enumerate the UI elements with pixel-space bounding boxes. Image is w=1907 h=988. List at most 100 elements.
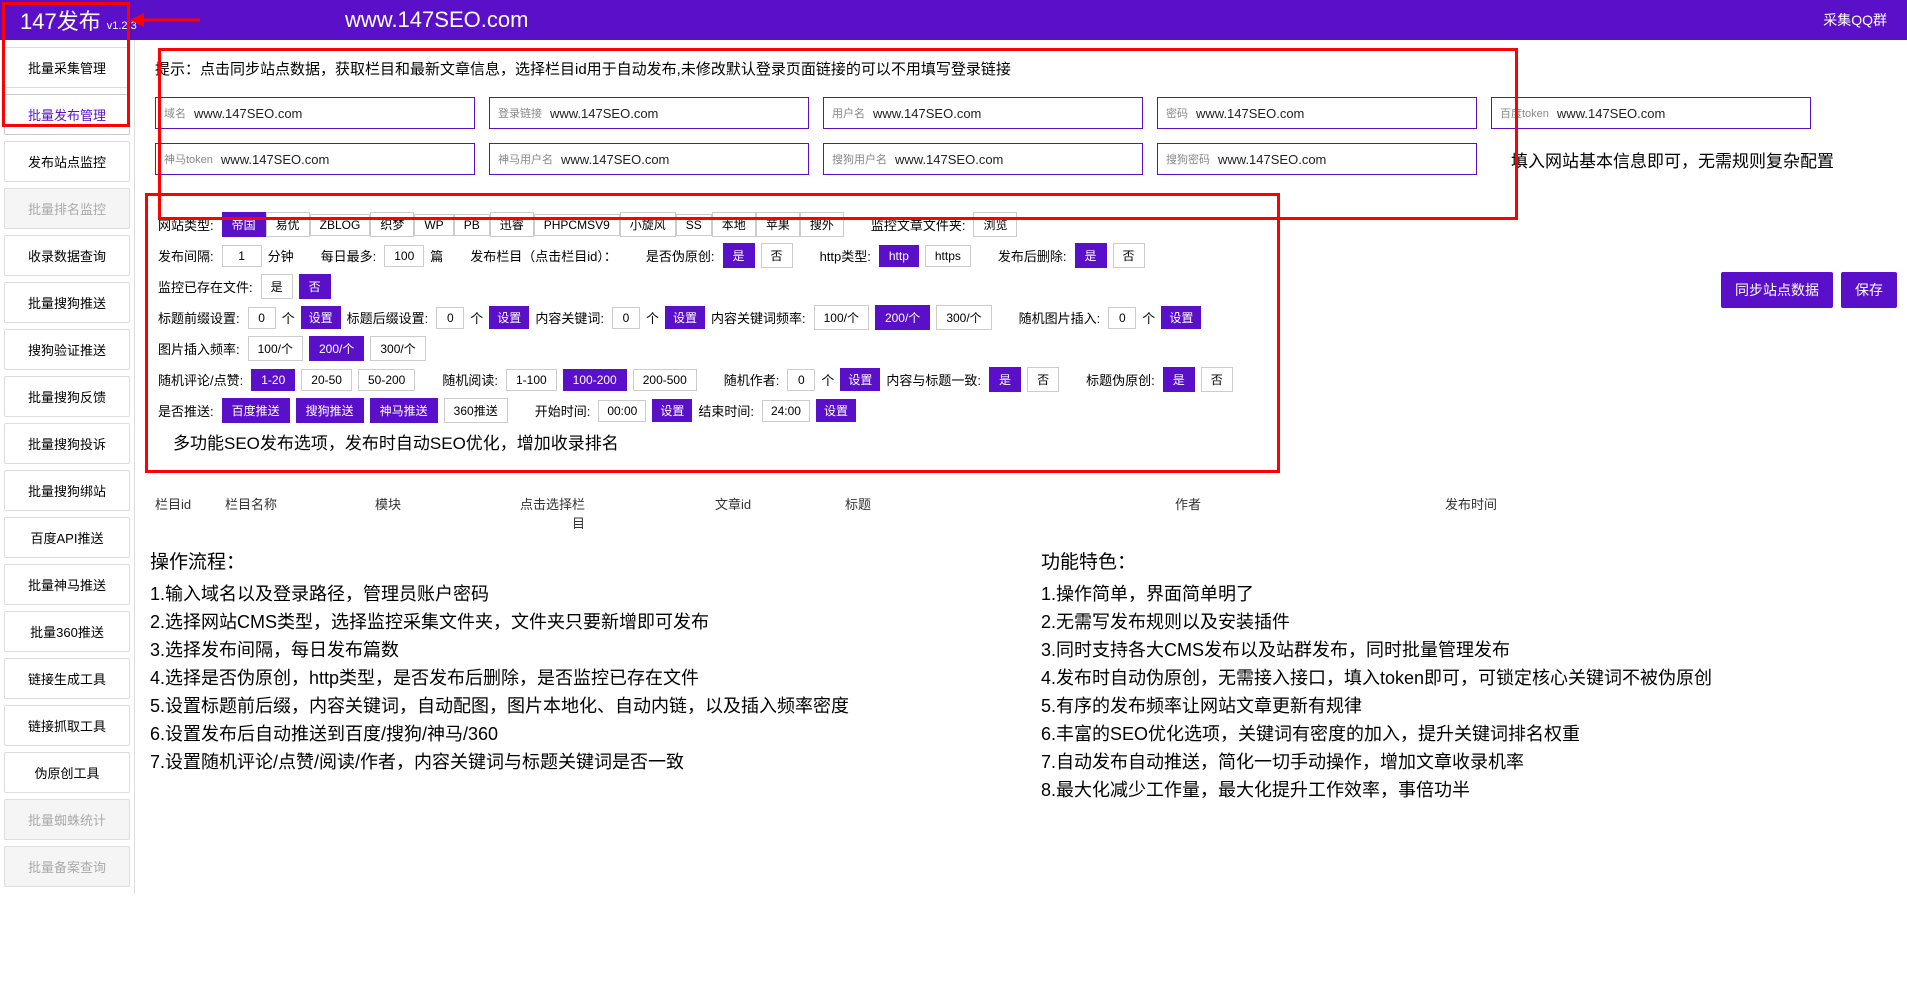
random-author-set[interactable]: 设置 [840, 368, 880, 391]
sidebar-item-15[interactable]: 伪原创工具 [4, 752, 130, 793]
daily-max-input[interactable] [384, 245, 424, 267]
delete-after-label: 发布后删除: [998, 246, 1067, 265]
title-fake-yes[interactable]: 是 [1163, 367, 1195, 392]
site-type-11[interactable]: 苹果 [756, 212, 800, 237]
site-type-6[interactable]: 迅睿 [490, 212, 534, 237]
site-type-3[interactable]: 织梦 [370, 212, 414, 237]
sidebar-item-11[interactable]: 批量神马推送 [4, 564, 130, 605]
sidebar-item-9[interactable]: 批量搜狗绑站 [4, 470, 130, 511]
img-freq-300[interactable]: 300/个 [370, 336, 425, 361]
th-article-id: 文章id [715, 494, 845, 532]
sidebar-item-6[interactable]: 搜狗验证推送 [4, 329, 130, 370]
sidebar-item-1[interactable]: 批量发布管理 [4, 94, 130, 135]
input-field-1[interactable]: 登录链接www.147SEO.com [489, 97, 809, 129]
sidebar-item-16[interactable]: 批量蜘蛛统计 [4, 799, 130, 840]
monitor-exist-no[interactable]: 否 [299, 274, 331, 299]
comment-50-200[interactable]: 50-200 [358, 369, 415, 391]
sidebar-item-7[interactable]: 批量搜狗反馈 [4, 376, 130, 417]
site-type-0[interactable]: 帝国 [222, 212, 266, 237]
img-freq-200[interactable]: 200/个 [309, 336, 364, 361]
browse-button[interactable]: 浏览 [973, 212, 1017, 237]
http-option[interactable]: http [879, 245, 919, 267]
content-keyword-set[interactable]: 设置 [665, 306, 705, 329]
feature-line-1: 2.无需写发布规则以及安装插件 [1041, 609, 1892, 637]
site-type-12[interactable]: 搜外 [800, 212, 844, 237]
title-prefix-set[interactable]: 设置 [301, 306, 341, 329]
start-time-input[interactable] [598, 400, 646, 422]
site-type-4[interactable]: WP [414, 214, 453, 236]
start-time-set[interactable]: 设置 [652, 399, 692, 422]
sidebar-item-4[interactable]: 收录数据查询 [4, 235, 130, 276]
sidebar-item-3[interactable]: 批量排名监控 [4, 188, 130, 229]
flow-title: 操作流程： [150, 548, 1001, 577]
site-type-8[interactable]: 小旋风 [620, 212, 676, 237]
site-type-2[interactable]: ZBLOG [310, 214, 371, 236]
read-1-100[interactable]: 1-100 [506, 369, 557, 391]
kw-freq-200[interactable]: 200/个 [875, 305, 930, 330]
monitor-exist-label: 监控已存在文件: [158, 277, 253, 296]
content-keyword-input[interactable] [612, 307, 640, 329]
fake-original-no[interactable]: 否 [761, 243, 793, 268]
kw-freq-100[interactable]: 100/个 [814, 305, 869, 330]
random-img-set[interactable]: 设置 [1161, 306, 1201, 329]
sidebar-item-8[interactable]: 批量搜狗投诉 [4, 423, 130, 464]
th-publish-time: 发布时间 [1445, 494, 1497, 532]
push-360[interactable]: 360推送 [444, 398, 508, 423]
site-type-7[interactable]: PHPCMSV9 [534, 214, 620, 236]
sidebar-item-17[interactable]: 批量备案查询 [4, 846, 130, 887]
save-button[interactable]: 保存 [1841, 272, 1897, 308]
input-field-7[interactable]: 搜狗用户名www.147SEO.com [823, 143, 1143, 175]
title-prefix-input[interactable] [248, 307, 276, 329]
monitor-exist-yes[interactable]: 是 [261, 274, 293, 299]
unit-ge-4: 个 [1142, 308, 1155, 327]
kw-freq-300[interactable]: 300/个 [936, 305, 991, 330]
sidebar-item-10[interactable]: 百度API推送 [4, 517, 130, 558]
interval-input[interactable] [222, 245, 262, 267]
input-field-0[interactable]: 域名www.147SEO.com [155, 97, 475, 129]
push-sogou[interactable]: 搜狗推送 [296, 398, 364, 423]
inputs-desc: 填入网站基本信息即可，无需规则复杂配置 [1511, 147, 1834, 172]
title-fake-no[interactable]: 否 [1201, 367, 1233, 392]
sidebar-item-2[interactable]: 发布站点监控 [4, 141, 130, 182]
comment-1-20[interactable]: 1-20 [251, 369, 295, 391]
content-title-match-label: 内容与标题一致: [886, 370, 981, 389]
delete-after-no[interactable]: 否 [1113, 243, 1145, 268]
title-suffix-input[interactable] [436, 307, 464, 329]
comment-20-50[interactable]: 20-50 [301, 369, 352, 391]
match-no[interactable]: 否 [1027, 367, 1059, 392]
read-100-200[interactable]: 100-200 [563, 369, 627, 391]
match-yes[interactable]: 是 [989, 367, 1021, 392]
sidebar-item-5[interactable]: 批量搜狗推送 [4, 282, 130, 323]
random-author-input[interactable] [787, 369, 815, 391]
read-200-500[interactable]: 200-500 [633, 369, 697, 391]
sidebar-item-0[interactable]: 批量采集管理 [4, 47, 130, 88]
delete-after-yes[interactable]: 是 [1075, 243, 1107, 268]
fake-original-yes[interactable]: 是 [723, 243, 755, 268]
random-img-input[interactable] [1108, 307, 1136, 329]
site-type-5[interactable]: PB [454, 214, 490, 236]
end-time-input[interactable] [762, 400, 810, 422]
unit-ge-3: 个 [646, 308, 659, 327]
site-type-1[interactable]: 易优 [266, 212, 310, 237]
input-field-4[interactable]: 百度tokenwww.147SEO.com [1491, 97, 1811, 129]
input-field-6[interactable]: 神马用户名www.147SEO.com [489, 143, 809, 175]
sidebar-item-14[interactable]: 链接抓取工具 [4, 705, 130, 746]
input-field-3[interactable]: 密码www.147SEO.com [1157, 97, 1477, 129]
https-option[interactable]: https [925, 245, 971, 267]
site-type-10[interactable]: 本地 [712, 212, 756, 237]
qq-group-link[interactable]: 采集QQ群 [1823, 10, 1887, 30]
row-random: 随机评论/点赞: 1-20 20-50 50-200 随机阅读: 1-100 1… [158, 367, 1267, 392]
input-field-5[interactable]: 神马tokenwww.147SEO.com [155, 143, 475, 175]
push-baidu[interactable]: 百度推送 [222, 398, 290, 423]
site-type-9[interactable]: SS [676, 214, 712, 236]
title-suffix-set[interactable]: 设置 [489, 306, 529, 329]
img-freq-100[interactable]: 100/个 [248, 336, 303, 361]
end-time-set[interactable]: 设置 [816, 399, 856, 422]
input-field-2[interactable]: 用户名www.147SEO.com [823, 97, 1143, 129]
interval-label: 发布间隔: [158, 246, 214, 265]
push-shenma[interactable]: 神马推送 [370, 398, 438, 423]
input-field-8[interactable]: 搜狗密码www.147SEO.com [1157, 143, 1477, 175]
sidebar-item-12[interactable]: 批量360推送 [4, 611, 130, 652]
sidebar-item-13[interactable]: 链接生成工具 [4, 658, 130, 699]
sync-button[interactable]: 同步站点数据 [1721, 272, 1833, 308]
